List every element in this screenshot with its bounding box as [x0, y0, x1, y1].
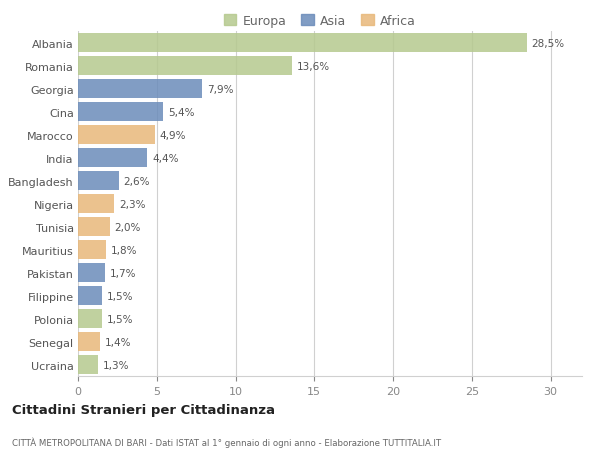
- Bar: [78, 172, 119, 190]
- Text: 7,9%: 7,9%: [207, 84, 233, 95]
- Bar: [78, 218, 110, 237]
- Bar: [78, 286, 101, 306]
- Text: 1,4%: 1,4%: [105, 337, 131, 347]
- Text: CITTÀ METROPOLITANA DI BARI - Dati ISTAT al 1° gennaio di ogni anno - Elaborazio: CITTÀ METROPOLITANA DI BARI - Dati ISTAT…: [12, 437, 441, 447]
- Bar: [78, 263, 105, 282]
- Text: 2,3%: 2,3%: [119, 199, 145, 209]
- Text: 1,5%: 1,5%: [106, 291, 133, 301]
- Bar: [78, 126, 155, 145]
- Bar: [78, 57, 292, 76]
- Bar: [78, 103, 163, 122]
- Text: 1,8%: 1,8%: [111, 245, 137, 255]
- Bar: [78, 332, 100, 352]
- Legend: Europa, Asia, Africa: Europa, Asia, Africa: [220, 11, 420, 31]
- Text: 13,6%: 13,6%: [297, 62, 330, 72]
- Bar: [78, 309, 101, 328]
- Text: 1,5%: 1,5%: [106, 314, 133, 324]
- Bar: [78, 195, 114, 213]
- Text: Cittadini Stranieri per Cittadinanza: Cittadini Stranieri per Cittadinanza: [12, 403, 275, 416]
- Text: 4,4%: 4,4%: [152, 153, 179, 163]
- Bar: [78, 149, 148, 168]
- Bar: [78, 355, 98, 374]
- Text: 1,7%: 1,7%: [110, 268, 136, 278]
- Bar: [78, 80, 202, 99]
- Text: 2,6%: 2,6%: [124, 176, 150, 186]
- Bar: [78, 241, 106, 259]
- Text: 2,0%: 2,0%: [114, 222, 140, 232]
- Bar: [78, 34, 527, 53]
- Text: 1,3%: 1,3%: [103, 360, 130, 370]
- Text: 28,5%: 28,5%: [532, 39, 565, 49]
- Text: 4,9%: 4,9%: [160, 130, 187, 140]
- Text: 5,4%: 5,4%: [168, 107, 194, 118]
